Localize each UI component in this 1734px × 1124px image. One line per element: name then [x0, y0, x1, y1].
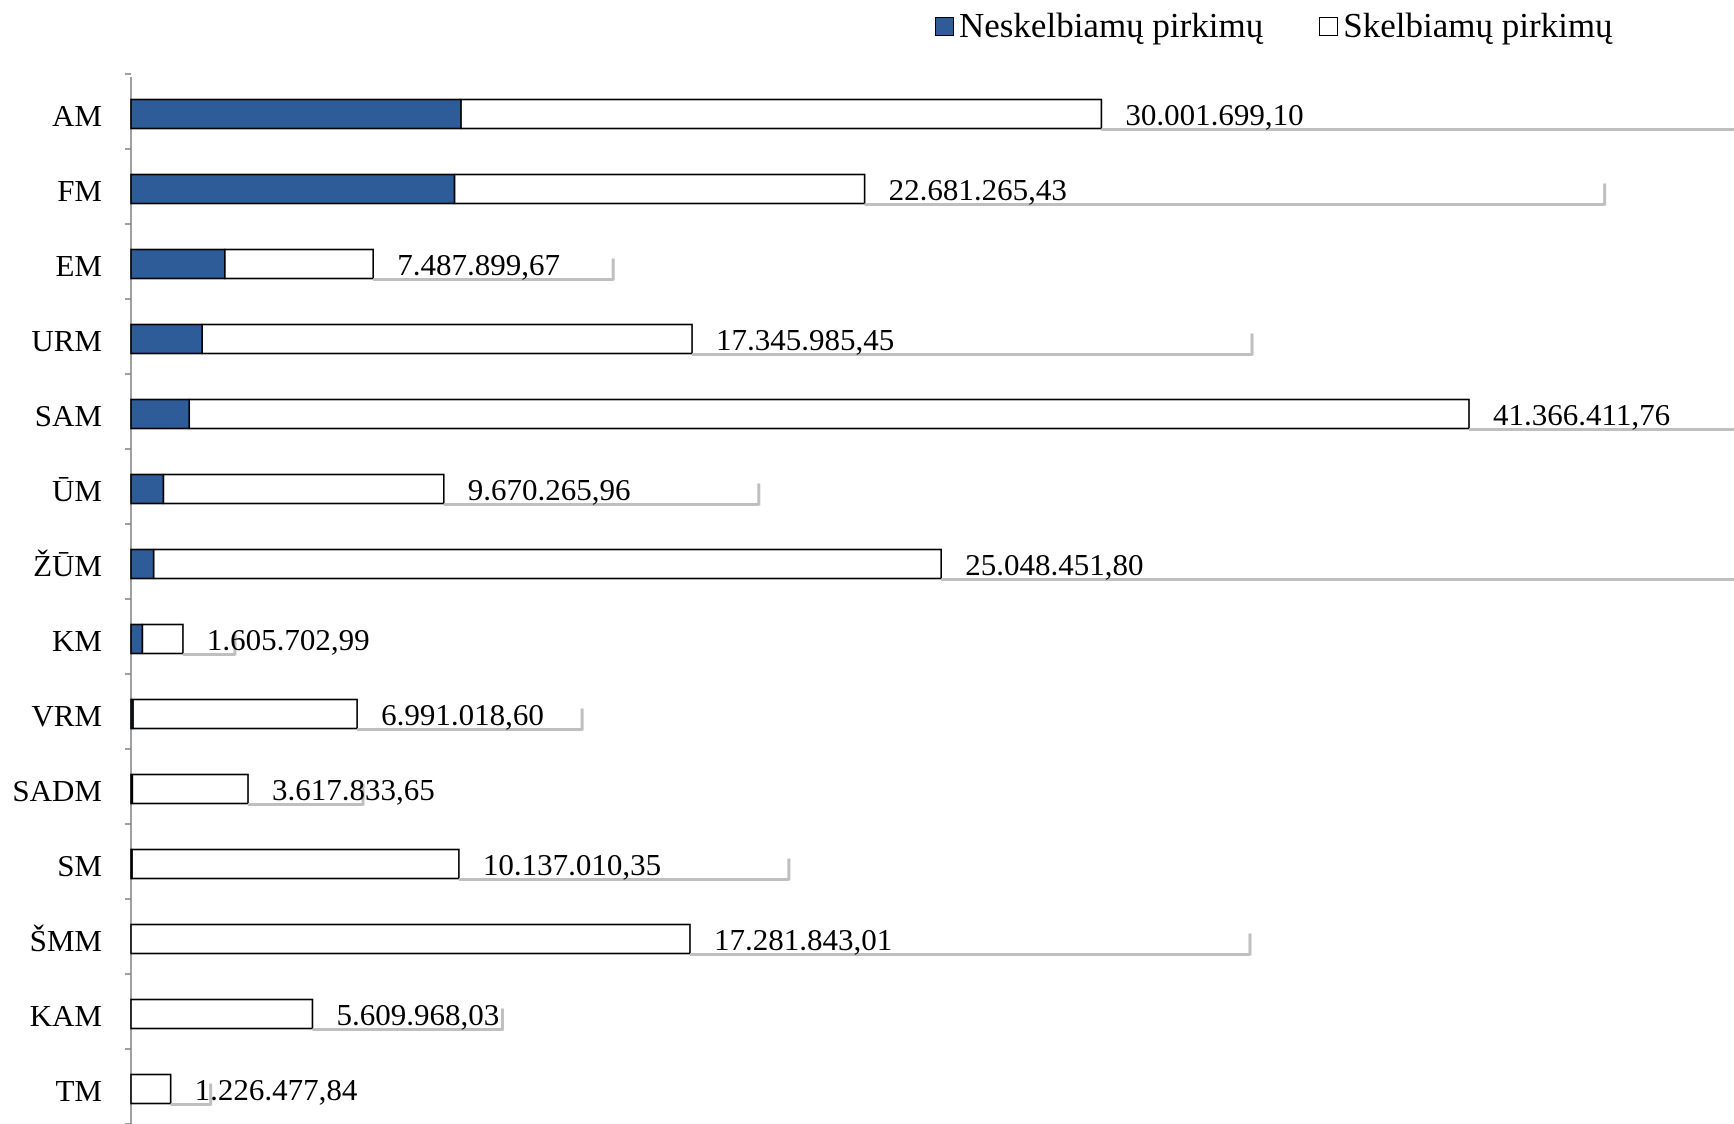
- data-label: 10.137.010,35: [483, 847, 661, 882]
- bar-segment-unannounced: [130, 848, 133, 880]
- data-label: 17.281.843,01: [714, 922, 892, 957]
- data-label: 41.366.411,76: [1493, 397, 1670, 432]
- category-label: SM: [57, 848, 102, 883]
- bar-segment-unannounced: [130, 473, 165, 505]
- bar-segment-unannounced: [130, 323, 203, 355]
- legend-swatch-announced: [1319, 16, 1339, 36]
- bar-segment-announced: [201, 323, 693, 355]
- category-label: ŪM: [52, 473, 102, 508]
- data-label: 6.991.018,60: [381, 697, 544, 732]
- legend-swatch-unannounced: [935, 16, 954, 36]
- data-label: 30.001.699,10: [1125, 97, 1303, 132]
- bar-segment-announced: [453, 173, 866, 205]
- legend-label-unannounced: Neskelbiamų pirkimų: [959, 6, 1264, 45]
- category-label: FM: [57, 173, 102, 208]
- legend-item-announced: Skelbiamų pirkimų: [1319, 6, 1613, 46]
- bar-segment-unannounced: [130, 773, 134, 805]
- bar-segment-unannounced: [130, 623, 144, 655]
- bar-segment-unannounced: [130, 548, 155, 580]
- category-label: KAM: [30, 998, 102, 1033]
- category-label: KM: [52, 623, 102, 658]
- category-label: URM: [31, 323, 102, 358]
- legend-item-unannounced: Neskelbiamų pirkimų: [935, 6, 1263, 46]
- data-label: 17.345.985,45: [716, 322, 894, 357]
- data-label: 7.487.899,67: [397, 247, 560, 282]
- bar-segment-announced: [188, 398, 1470, 430]
- bar-segment-unannounced: [130, 248, 226, 280]
- data-label: 9.670.265,96: [468, 472, 631, 507]
- bar-segment-announced: [224, 248, 374, 280]
- data-label: 1.605.702,99: [207, 622, 370, 657]
- bar-segment-announced: [131, 773, 249, 805]
- category-label: VRM: [31, 698, 102, 733]
- category-label: EM: [56, 248, 103, 283]
- bar-segment-announced: [162, 473, 445, 505]
- category-label: SAM: [35, 398, 102, 433]
- bar-segment-unannounced: [130, 173, 456, 205]
- data-label: 1.226.477,84: [195, 1072, 358, 1107]
- data-label: 25.048.451,80: [965, 547, 1143, 582]
- category-label: TM: [56, 1073, 103, 1108]
- category-label: SADM: [12, 773, 102, 808]
- bar-segment-unannounced: [130, 698, 134, 730]
- bar-segment-unannounced: [130, 398, 191, 430]
- bar-segment-announced: [132, 698, 358, 730]
- bar-segment-announced: [141, 623, 184, 655]
- data-label: 22.681.265,43: [889, 172, 1067, 207]
- bar-segment-unannounced: [130, 98, 462, 130]
- bar-segment-announced: [460, 98, 1103, 130]
- bar-segment-announced: [130, 1073, 172, 1105]
- data-label: 5.609.968,03: [336, 997, 499, 1032]
- category-label: ŠMM: [30, 923, 102, 958]
- bar-segment-announced: [152, 548, 942, 580]
- category-label: ŽŪM: [33, 548, 102, 583]
- data-label: 3.617.833,65: [272, 772, 435, 807]
- legend-label-announced: Skelbiamų pirkimų: [1343, 6, 1613, 45]
- bar-segment-announced: [130, 923, 691, 955]
- category-label: AM: [52, 98, 102, 133]
- chart-legend: Neskelbiamų pirkimų Skelbiamų pirkimų: [935, 6, 1613, 46]
- bar-segment-announced: [131, 848, 460, 880]
- bar-segment-announced: [130, 998, 314, 1030]
